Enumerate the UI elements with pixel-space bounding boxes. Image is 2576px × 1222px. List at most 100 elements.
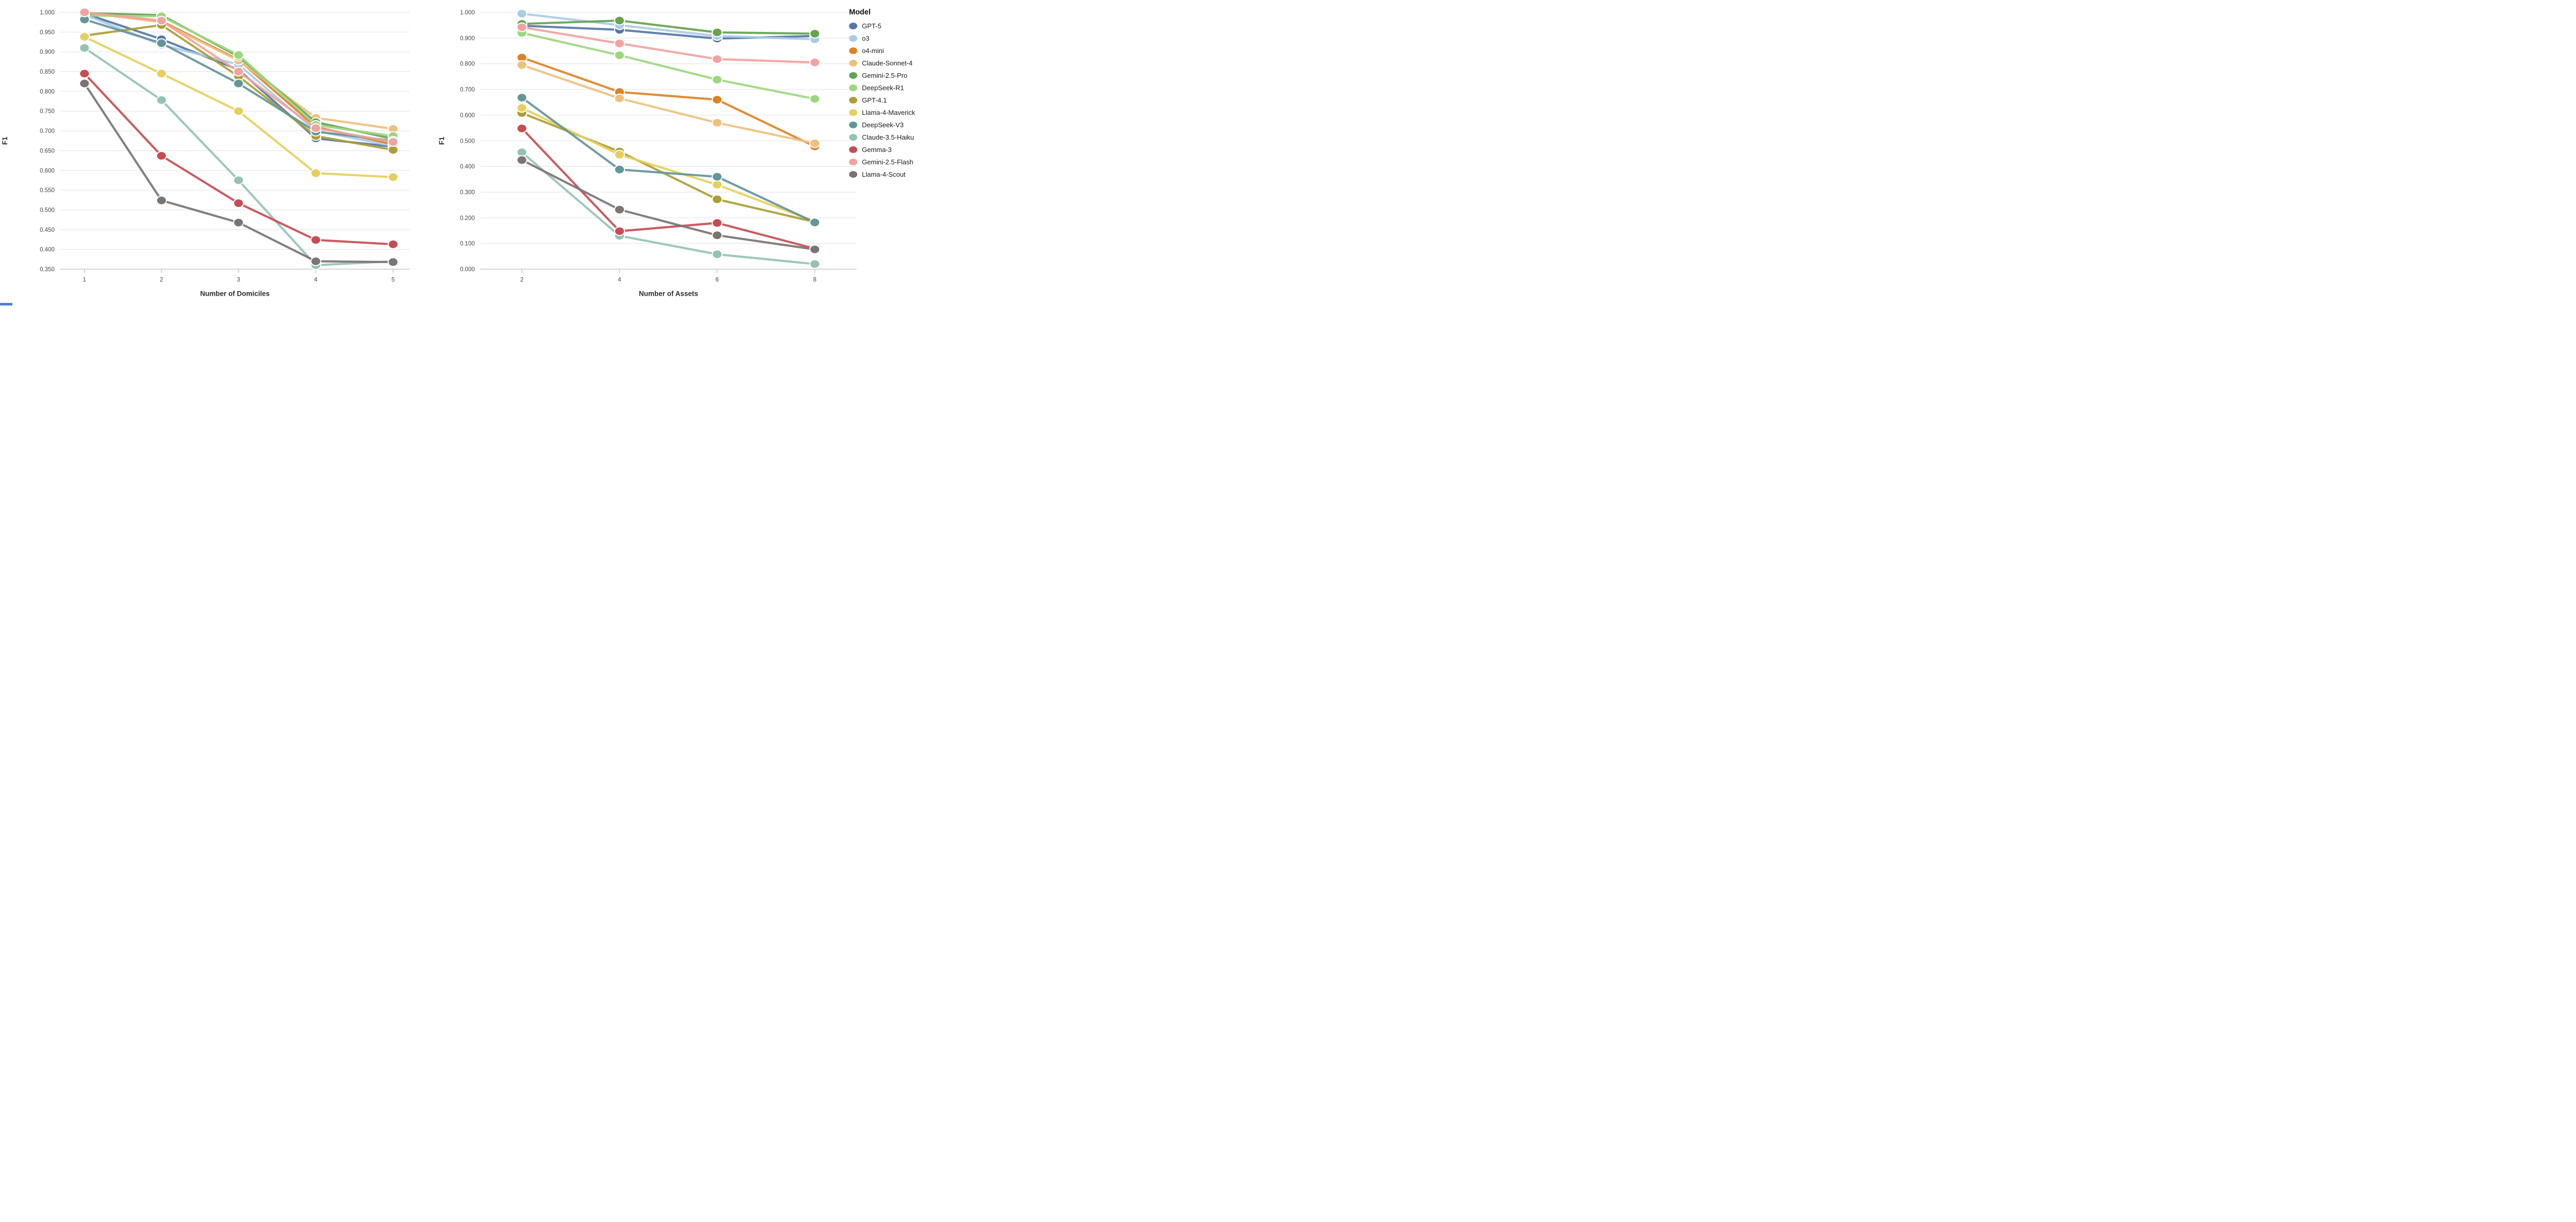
data-point xyxy=(614,15,625,26)
legend-swatch-icon xyxy=(849,22,857,29)
data-point xyxy=(711,54,723,64)
series-Claude-Sonnet-4 xyxy=(516,60,821,148)
legend-swatch-icon xyxy=(849,35,857,42)
y-axis-title: F1 xyxy=(1,137,9,145)
y-tick-label: 0.800 xyxy=(460,61,475,67)
series-Llama-4-Scout xyxy=(516,155,821,254)
legend-item-label: Gemini-2.5-Flash xyxy=(862,158,913,166)
x-tick-label: 3 xyxy=(237,277,240,283)
data-point xyxy=(711,95,723,105)
data-point xyxy=(614,50,625,60)
legend-item: o3 xyxy=(849,32,943,44)
x-tick-label: 2 xyxy=(160,277,163,283)
data-point xyxy=(310,168,321,178)
charts-row: 0.350 0.400 0.450 0.500 0.550 0.600 0.650 0.700… xyxy=(0,0,859,306)
data-point xyxy=(809,57,821,67)
y-tick-label: 0.900 xyxy=(460,36,475,42)
legend-item: Llama-4-Scout xyxy=(849,168,943,180)
data-point xyxy=(711,230,723,241)
series-line xyxy=(520,31,816,100)
data-point xyxy=(809,259,821,269)
legend-item-label: Llama-4-Scout xyxy=(862,170,906,178)
data-point xyxy=(310,235,321,245)
x-tick-label: 8 xyxy=(813,277,816,283)
y-tick-label: 0.950 xyxy=(40,29,55,36)
y-tick-label: 0.300 xyxy=(460,190,475,196)
data-point xyxy=(156,150,167,161)
x-axis-title: Number of Assets xyxy=(639,290,698,298)
data-point xyxy=(79,69,90,79)
legend: Model GPT-5 o3 o4-mini Claude-Sonnet-4 Gemin… xyxy=(849,8,943,180)
series-DeepSeek-V3 xyxy=(79,14,399,146)
data-point xyxy=(387,257,399,267)
series-Gemini-2.5-Flash xyxy=(79,7,399,147)
legend-swatch-icon xyxy=(849,72,857,79)
data-point xyxy=(809,244,821,254)
data-point xyxy=(387,145,399,155)
data-point xyxy=(614,164,625,175)
legend-item: Gemma-3 xyxy=(849,143,943,156)
data-point xyxy=(711,75,723,85)
legend-title: Model xyxy=(849,8,871,16)
x-axis: 2 4 6 8 xyxy=(480,268,857,283)
y-tick-label: 0.400 xyxy=(460,164,475,170)
x-axis-title: Number of Domiciles xyxy=(200,290,269,298)
data-point xyxy=(233,50,244,60)
x-tick-label: 2 xyxy=(520,277,523,283)
data-point xyxy=(711,249,723,259)
x-tick-label: 1 xyxy=(83,277,86,283)
data-point xyxy=(156,15,167,26)
data-point xyxy=(516,22,528,32)
x-tick-label: 5 xyxy=(392,277,395,283)
series-Llama-4-Scout xyxy=(79,78,399,267)
y-tick-label: 0.100 xyxy=(460,241,475,247)
series-Gemini-2.5-Pro xyxy=(516,15,821,39)
y-tick-label: 0.750 xyxy=(40,109,55,115)
legend-swatch-icon xyxy=(849,96,857,104)
legend-item-label: DeepSeek-R1 xyxy=(862,83,904,92)
y-tick-label: 0.000 xyxy=(460,267,475,273)
legend-item-label: GPT-5 xyxy=(862,22,882,30)
data-point xyxy=(233,198,244,208)
data-point xyxy=(233,175,244,185)
figure-canvas: 0.350 0.400 0.450 0.500 0.550 0.600 0.650 0.700… xyxy=(0,0,945,306)
data-point xyxy=(809,94,821,104)
series-Llama-4-Maverick xyxy=(516,103,821,227)
data-point xyxy=(516,9,528,19)
x-axis: 1 2 3 4 5 xyxy=(60,268,410,283)
y-tick-label: 0.450 xyxy=(40,227,55,233)
legend-item: Claude-3.5-Haiku xyxy=(849,131,943,143)
legend-item: GPT-5 xyxy=(849,20,943,32)
data-point xyxy=(614,38,625,48)
legend-swatch-icon xyxy=(849,84,857,91)
series-Llama-4-Maverick xyxy=(79,32,399,182)
legend-swatch-icon xyxy=(849,146,857,153)
data-point xyxy=(310,123,321,133)
data-point xyxy=(233,217,244,228)
data-point xyxy=(614,226,625,236)
legend-swatch-icon xyxy=(849,171,857,178)
series-line xyxy=(520,151,816,265)
data-point xyxy=(516,103,528,113)
y-tick-label: 0.550 xyxy=(40,188,55,194)
data-point xyxy=(809,28,821,39)
series-line xyxy=(520,107,816,223)
legend-swatch-icon xyxy=(849,109,857,116)
data-point xyxy=(233,78,244,89)
y-tick-label: 0.700 xyxy=(460,87,475,93)
data-point xyxy=(156,69,167,79)
y-tick-label: 0.600 xyxy=(40,168,55,174)
x-tick-label: 4 xyxy=(618,277,621,283)
legend-item: GPT-4.1 xyxy=(849,94,943,106)
legend-item: Gemini-2.5-Flash xyxy=(849,156,943,168)
data-point xyxy=(387,172,399,182)
data-point xyxy=(79,7,90,18)
series-Gemma-3 xyxy=(516,123,821,254)
y-tick-label: 0.850 xyxy=(40,69,55,75)
data-point xyxy=(711,172,723,182)
series-line xyxy=(520,96,816,224)
data-point xyxy=(711,27,723,38)
data-point xyxy=(156,38,167,48)
data-point xyxy=(387,239,399,249)
data-point xyxy=(233,66,244,77)
